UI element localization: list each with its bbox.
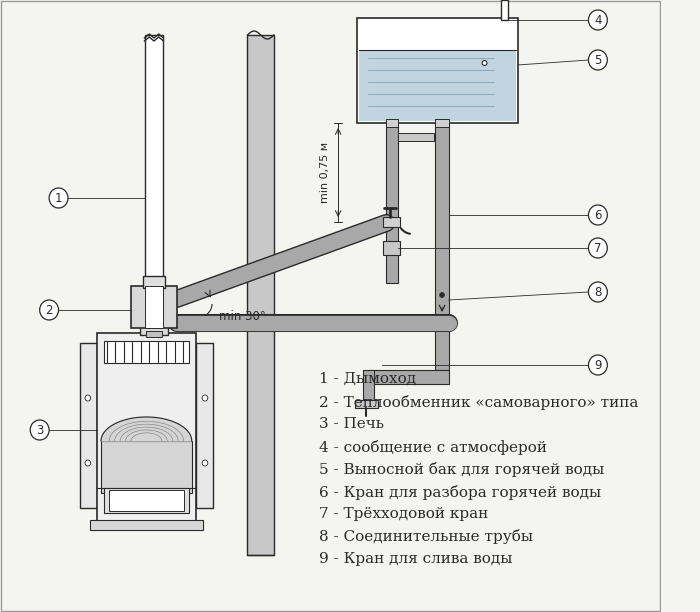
Bar xyxy=(144,286,163,328)
Bar xyxy=(386,123,398,283)
Bar xyxy=(363,370,374,405)
Circle shape xyxy=(589,205,608,225)
Bar xyxy=(500,0,508,20)
Bar xyxy=(359,50,516,121)
Text: 3: 3 xyxy=(36,424,43,436)
Bar xyxy=(146,331,162,337)
Bar xyxy=(248,35,274,555)
Text: 3 - Печь: 3 - Печь xyxy=(319,417,384,431)
Circle shape xyxy=(440,293,444,297)
Text: 9: 9 xyxy=(594,359,601,371)
Bar xyxy=(143,276,165,288)
Polygon shape xyxy=(101,417,192,441)
Text: 6 - Кран для разбора горячей воды: 6 - Кран для разбора горячей воды xyxy=(319,485,601,499)
Circle shape xyxy=(49,188,68,208)
Bar xyxy=(355,400,378,408)
Bar xyxy=(101,441,192,493)
Text: 4: 4 xyxy=(594,13,601,26)
Bar xyxy=(195,343,213,508)
Bar xyxy=(382,217,400,227)
Circle shape xyxy=(482,61,487,65)
Circle shape xyxy=(202,460,208,466)
Text: min 30°: min 30° xyxy=(219,310,266,323)
Text: 2: 2 xyxy=(46,304,53,316)
Circle shape xyxy=(589,355,608,375)
Text: min 0,75 м: min 0,75 м xyxy=(320,142,330,203)
Bar xyxy=(398,133,435,141)
Text: 8: 8 xyxy=(594,286,601,299)
Text: 4 - сообщение с атмосферой: 4 - сообщение с атмосферой xyxy=(319,439,547,455)
Bar xyxy=(97,333,195,528)
Text: 6: 6 xyxy=(594,209,601,222)
Circle shape xyxy=(30,420,49,440)
Bar xyxy=(104,488,189,513)
Circle shape xyxy=(589,282,608,302)
Bar xyxy=(386,119,398,127)
Text: 9 - Кран для слива воды: 9 - Кран для слива воды xyxy=(319,552,512,566)
Text: 7 - Трёхходовой кран: 7 - Трёхходовой кран xyxy=(319,507,489,521)
Circle shape xyxy=(40,300,59,320)
Text: 7: 7 xyxy=(594,242,601,255)
Circle shape xyxy=(202,395,208,401)
Circle shape xyxy=(589,10,608,30)
Bar xyxy=(90,520,203,530)
Text: 2 - Теплообменник «самоварного» типа: 2 - Теплообменник «самоварного» типа xyxy=(319,395,638,409)
Text: 5 - Выносной бак для горячей воды: 5 - Выносной бак для горячей воды xyxy=(319,462,605,477)
Bar xyxy=(80,343,97,508)
Bar xyxy=(435,123,449,370)
Circle shape xyxy=(589,50,608,70)
Text: 1: 1 xyxy=(55,192,62,204)
Bar xyxy=(357,18,517,123)
Text: 1 - Дымоход: 1 - Дымоход xyxy=(319,372,416,386)
Bar xyxy=(132,286,176,328)
Circle shape xyxy=(85,395,91,401)
Text: 8 - Соединительные трубы: 8 - Соединительные трубы xyxy=(319,529,533,545)
Bar xyxy=(384,241,400,255)
Bar xyxy=(108,490,184,511)
Bar xyxy=(140,311,168,335)
Circle shape xyxy=(85,460,91,466)
Bar xyxy=(368,370,449,384)
Bar xyxy=(435,119,449,127)
Circle shape xyxy=(589,238,608,258)
Bar xyxy=(104,341,189,363)
Bar xyxy=(144,35,163,297)
Text: 5: 5 xyxy=(594,53,601,67)
